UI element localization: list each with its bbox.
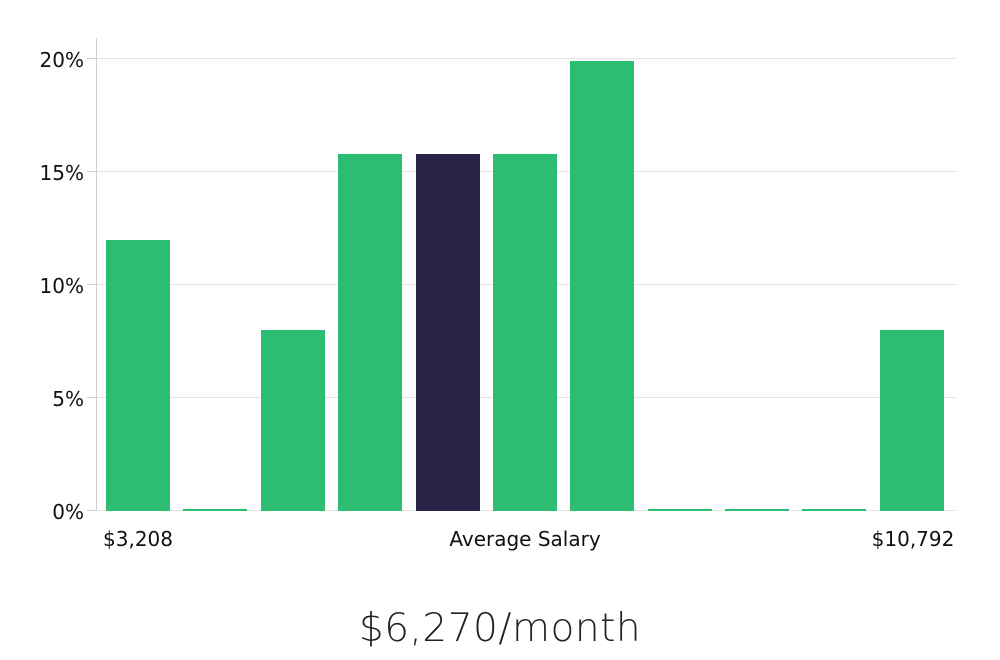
x-tick-label-min-salary: $3,208 — [103, 527, 173, 551]
histogram-bar — [493, 154, 557, 511]
y-tick-label: 5% — [52, 386, 84, 411]
y-tick-label: 10% — [39, 273, 84, 298]
histogram-bar — [648, 509, 712, 511]
x-tick-label-average-salary: Average Salary — [449, 527, 601, 551]
y-tick-label: 15% — [39, 160, 84, 185]
histogram-bar — [802, 509, 866, 511]
histogram-bar — [880, 330, 944, 511]
average-salary-caption: $6,270/month — [358, 606, 642, 651]
y-axis-tick — [87, 397, 97, 398]
histogram-bar — [338, 154, 402, 511]
histogram-bar — [106, 240, 170, 511]
y-tick-label: 0% — [52, 499, 84, 524]
y-axis-tick — [87, 171, 97, 172]
histogram-bar — [570, 61, 634, 511]
plot-area: 0% 5% 10% 15% 20% $3,208 Average Salary $10,… — [40, 38, 956, 551]
y-axis-tick — [87, 58, 97, 59]
average-salary-bar — [416, 154, 480, 511]
histogram-bar — [183, 509, 247, 511]
y-axis-tick — [87, 510, 97, 511]
histogram-bar — [261, 330, 325, 511]
gridline — [97, 58, 956, 59]
y-axis-tick — [87, 284, 97, 285]
histogram-bar — [725, 509, 789, 511]
x-tick-label-max-salary: $10,792 — [871, 527, 955, 551]
y-tick-label: 20% — [39, 47, 84, 72]
